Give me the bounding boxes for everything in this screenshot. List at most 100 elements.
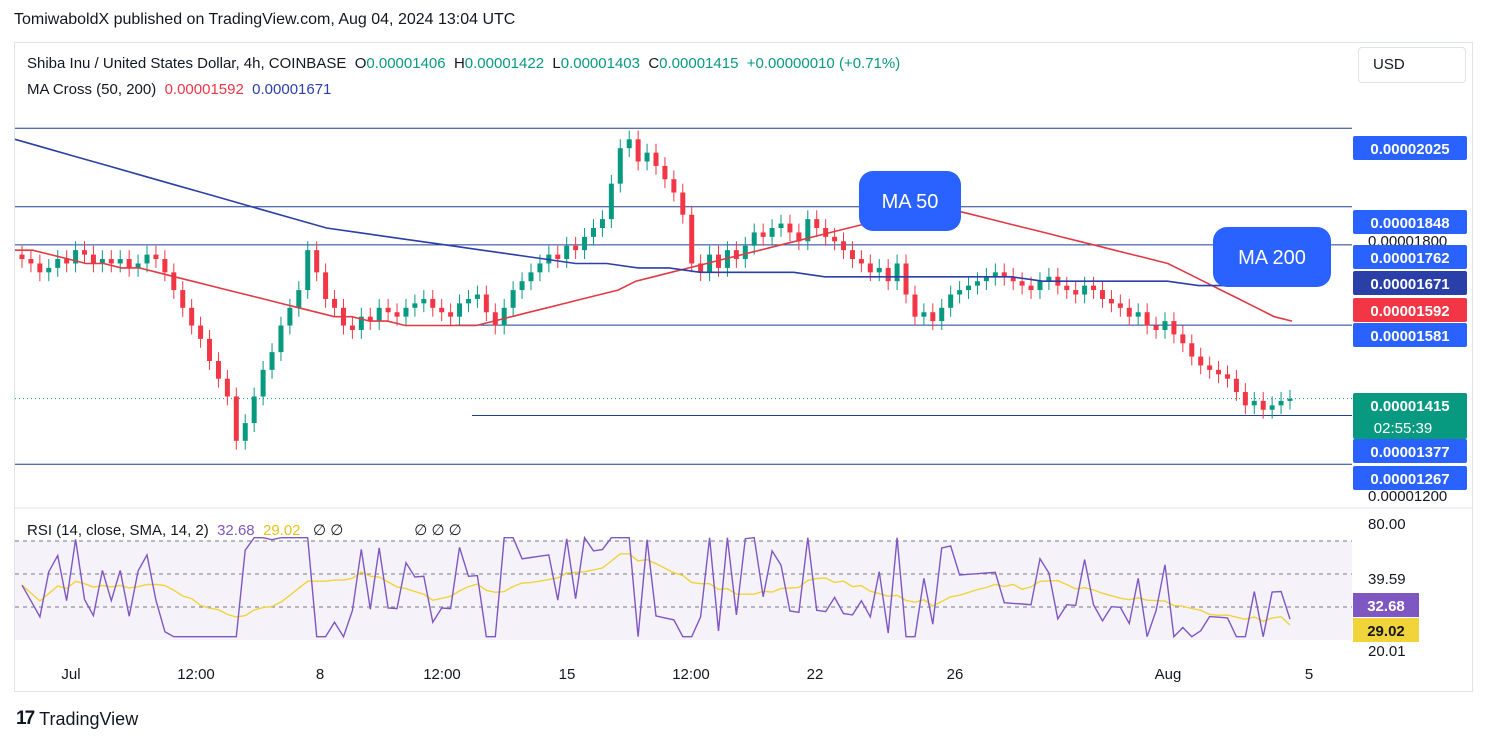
candle-body <box>528 272 534 282</box>
symbol-name: Shiba Inu / United States Dollar, 4h, CO… <box>27 55 347 72</box>
candle-body <box>90 254 96 264</box>
candle-body <box>233 396 239 441</box>
candle-body <box>1278 400 1284 406</box>
candle-body <box>207 338 213 361</box>
candle-body <box>858 259 864 264</box>
price-tick-label: 0.00001200 <box>1368 488 1447 505</box>
price-label-text: 0.00001848 <box>1370 215 1449 232</box>
candle-body <box>555 254 561 260</box>
candle-body <box>19 254 25 260</box>
rsi-extra: ∅ ∅ <box>313 522 344 539</box>
candle-body <box>644 152 650 162</box>
candle-body <box>117 259 123 264</box>
candle-body <box>385 307 391 313</box>
candle-body <box>1117 303 1123 308</box>
candle-body <box>582 236 588 251</box>
rsi-tick-bottom: 20.01 <box>1368 643 1406 660</box>
candle-body <box>1224 374 1230 379</box>
candle-body <box>537 263 543 273</box>
currency-button[interactable]: USD <box>1358 47 1466 83</box>
candle-body <box>171 272 177 291</box>
candle-body <box>832 236 838 242</box>
candle-body <box>1189 343 1195 357</box>
candle-body <box>1207 365 1213 370</box>
time-axis-label: 5 <box>1305 666 1313 683</box>
candle-body <box>1019 281 1025 286</box>
candle-body <box>733 250 739 260</box>
candle-body <box>590 228 596 237</box>
candle-body <box>28 259 34 264</box>
candle-body <box>153 254 159 260</box>
price-label-box <box>1353 439 1467 463</box>
candle-body <box>948 294 954 308</box>
time-axis-label: 8 <box>316 666 324 683</box>
candle-body <box>626 139 632 149</box>
tradingview-logo[interactable]: 17 TradingView <box>16 708 138 730</box>
rsi-line <box>21 535 1291 639</box>
candle-body <box>296 290 302 308</box>
candle-body <box>599 219 605 228</box>
candle-body <box>1135 312 1141 317</box>
ma200-value: 0.00001671 <box>252 81 332 98</box>
candle-body <box>849 250 855 260</box>
price-label-box <box>1353 245 1467 269</box>
candle-body <box>671 179 677 193</box>
candle-body <box>680 192 686 215</box>
candle-body <box>73 250 79 264</box>
candle-body <box>251 396 257 424</box>
chart-frame <box>14 42 1473 692</box>
candle-body <box>349 325 355 330</box>
candle-body <box>519 281 525 291</box>
candle-body <box>403 307 409 317</box>
candle-body <box>483 294 489 313</box>
candle-body <box>742 245 748 260</box>
price-label-box <box>1353 393 1467 439</box>
rsi-extra2: ∅ ∅ ∅ <box>414 522 462 539</box>
candle-body <box>1162 321 1168 330</box>
candle-body <box>653 152 659 166</box>
candle-body <box>1046 276 1052 282</box>
candle-body <box>412 303 418 308</box>
high-value: 0.00001422 <box>464 55 545 72</box>
candle-body <box>1153 325 1159 330</box>
candle-body <box>189 307 195 326</box>
candle-body <box>99 259 105 264</box>
candle-body <box>287 307 293 326</box>
candle-body <box>796 232 802 242</box>
time-axis-label: 22 <box>807 666 824 683</box>
candle-body <box>215 361 221 379</box>
candle-body <box>957 290 963 295</box>
candle-body <box>894 263 900 282</box>
candle-body <box>1198 356 1204 366</box>
price-label-countdown: 02:55:39 <box>1374 420 1432 437</box>
rsi-tick-mid: 39.59 <box>1368 571 1406 588</box>
ma-legend: MA Cross (50, 200) 0.00001592 0.00001671 <box>27 81 331 98</box>
candle-body <box>1171 321 1177 335</box>
rsi-tick-top: 80.00 <box>1368 516 1406 533</box>
candle-body <box>823 228 829 237</box>
candle-body <box>135 263 141 268</box>
candle-body <box>939 307 945 322</box>
candle-body <box>1233 378 1239 393</box>
candle-body <box>814 219 820 228</box>
candle-body <box>474 294 480 299</box>
candle-body <box>608 183 614 220</box>
rsi-legend: RSI (14, close, SMA, 14, 2) 32.68 29.02 … <box>27 521 462 539</box>
candle-body <box>457 303 463 317</box>
candle-body <box>1073 290 1079 295</box>
candle-body <box>430 298 436 308</box>
price-label-box <box>1353 323 1467 347</box>
rsi-value-label: 32.68 <box>1367 598 1405 615</box>
time-axis-label: 12:00 <box>423 666 461 683</box>
candle-body <box>751 232 757 246</box>
candle-body <box>841 241 847 251</box>
candle-body <box>573 245 579 251</box>
close-label: C <box>648 55 660 72</box>
candle-body <box>635 139 641 162</box>
time-axis-label: Jul <box>61 666 80 683</box>
candle-body <box>992 272 998 277</box>
candle-body <box>1216 369 1222 375</box>
price-label-text: 0.00001762 <box>1370 250 1449 267</box>
price-label-text: 0.00001267 <box>1370 471 1449 488</box>
